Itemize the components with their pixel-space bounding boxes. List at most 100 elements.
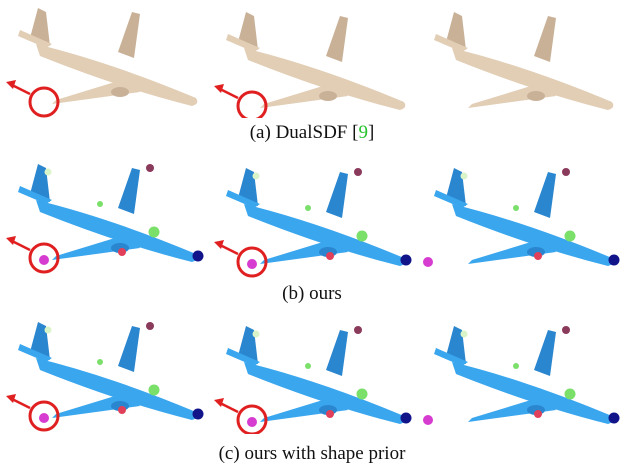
highlight-circle [236, 246, 268, 278]
nose-sphere [192, 408, 204, 420]
highlight-circle [28, 400, 60, 432]
caption-a-suffix: ] [367, 122, 375, 143]
nose-sphere [608, 412, 620, 424]
tail-sphere [252, 330, 260, 338]
fuselage [452, 362, 614, 424]
fuselage [36, 44, 198, 106]
row-c [0, 314, 624, 434]
lower-wing [52, 78, 140, 104]
airplane-figure [434, 12, 614, 110]
fuselage-sphere [513, 363, 519, 369]
tail-stabilizer [226, 190, 260, 208]
tail-sphere [44, 168, 52, 176]
highlight-circle [236, 404, 268, 434]
upper-wing [118, 168, 140, 214]
lower-wing [260, 396, 348, 422]
tail-sphere [44, 326, 52, 334]
upper-wing [118, 326, 140, 372]
panel-c-1 [0, 314, 208, 434]
fuselage [452, 204, 614, 266]
wing-root-sphere [148, 226, 160, 238]
tail-fin [446, 12, 466, 50]
lower-wing [52, 392, 140, 418]
lower-wing [260, 82, 348, 108]
panel-b-2 [208, 156, 416, 278]
lower-wing [468, 82, 556, 108]
airplane-render [434, 12, 614, 110]
airplane-figure [6, 164, 204, 274]
wingtip-sphere [39, 255, 49, 265]
airplane-figure [423, 326, 620, 425]
panel-b-3 [416, 156, 624, 278]
citation-link[interactable]: 9 [358, 122, 368, 143]
nose-sphere [400, 412, 412, 424]
tail-stabilizer [226, 34, 260, 52]
airplane-render [214, 12, 406, 118]
upper-wingtip-sphere [146, 322, 154, 330]
upper-wingtip-sphere [146, 164, 154, 172]
airplane-render [6, 8, 198, 118]
lower-wing [260, 238, 348, 264]
caption-c: (c) ours with shape prior [218, 443, 406, 464]
wingtip-sphere [423, 257, 433, 267]
upper-wing [534, 16, 556, 62]
panel-c-3 [416, 314, 624, 434]
panel-a-3 [416, 0, 624, 118]
airplane-render [214, 326, 412, 434]
airplane-render [214, 168, 412, 278]
fuselage [36, 200, 198, 262]
row-b [0, 156, 624, 278]
nose-sphere [608, 254, 620, 266]
wingtip-sphere [247, 417, 257, 427]
caption-a: (a) DualSDF [9] [0, 122, 624, 144]
airplane-figure [423, 168, 620, 267]
airplane-figure [6, 322, 204, 432]
airplane-render [423, 168, 620, 267]
airplane-render [6, 164, 204, 274]
wing-root-sphere [564, 230, 576, 242]
arrow-head [6, 80, 16, 89]
tail-stabilizer [226, 348, 260, 366]
highlight-circle [28, 86, 60, 118]
wingtip-sphere [39, 413, 49, 423]
wingtip-sphere [247, 259, 257, 269]
highlight-circle [28, 242, 60, 274]
upper-wingtip-sphere [354, 326, 362, 334]
highlight-circle [236, 90, 268, 118]
arrow-head [214, 84, 224, 93]
wing-root-sphere [356, 230, 368, 242]
wing-root-sphere [564, 388, 576, 400]
nose-sphere [400, 254, 412, 266]
fuselage [36, 358, 198, 420]
panel-c-2 [208, 314, 416, 434]
engine-sphere [534, 410, 542, 418]
upper-wing [326, 16, 348, 62]
upper-wingtip-sphere [562, 326, 570, 334]
upper-wing [534, 330, 556, 376]
engine [111, 87, 129, 97]
engine [319, 91, 337, 101]
tail-stabilizer [18, 344, 52, 362]
upper-wing [326, 172, 348, 218]
engine [527, 91, 545, 101]
airplane-render [423, 326, 620, 425]
nose-sphere [192, 250, 204, 262]
arrow-head [6, 394, 16, 403]
tail-stabilizer [18, 186, 52, 204]
caption-b: (b) ours [282, 283, 342, 304]
lower-wing [52, 234, 140, 260]
tail-stabilizer [18, 30, 52, 48]
fuselage-sphere [305, 363, 311, 369]
airplane-figure [214, 12, 406, 118]
tail-stabilizer [434, 34, 468, 52]
lower-wing [468, 396, 556, 422]
airplane-figure [214, 326, 412, 434]
fuselage-sphere [513, 205, 519, 211]
tail-stabilizer [434, 190, 468, 208]
fuselage [244, 48, 406, 110]
fuselage [452, 48, 614, 110]
upper-wingtip-sphere [354, 168, 362, 176]
panel-a-2 [208, 0, 416, 118]
engine-sphere [118, 406, 126, 414]
panel-a-1 [0, 0, 208, 118]
